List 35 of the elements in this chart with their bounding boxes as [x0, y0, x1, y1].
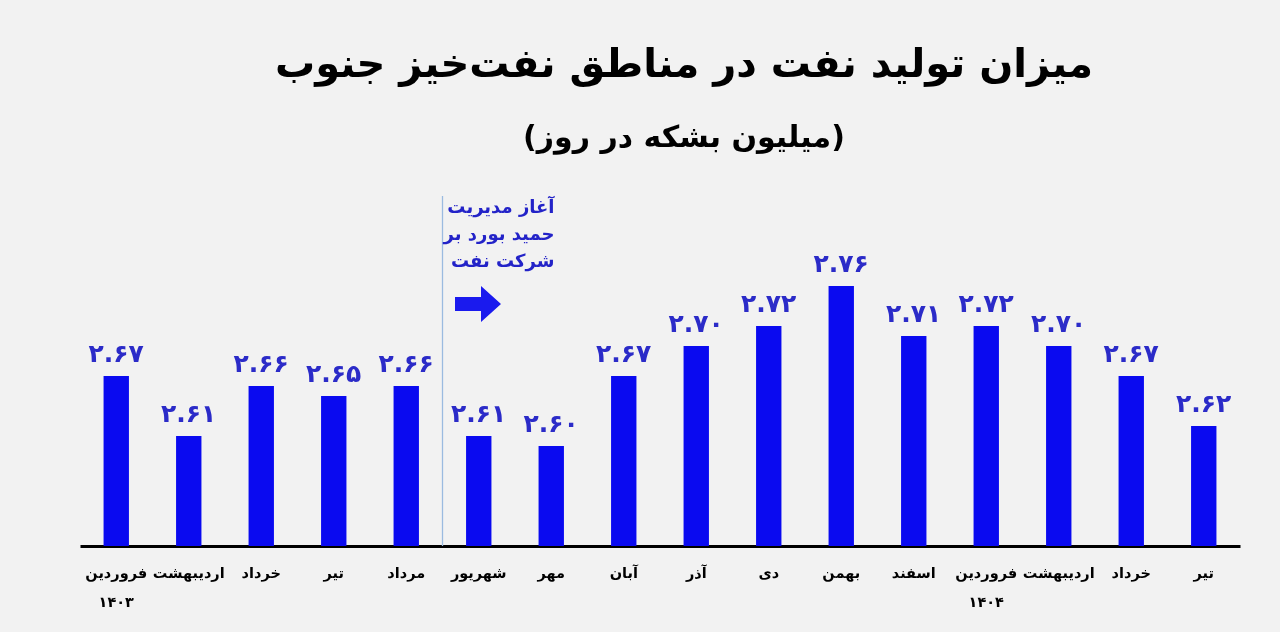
x-tick-label: آبان — [609, 563, 639, 581]
x-tick-label: شهریور — [449, 564, 507, 582]
data-label: ۲.۷۲ — [958, 289, 1014, 318]
data-label: ۲.۶۷ — [1103, 339, 1159, 368]
data-label: ۲.۶۱ — [451, 399, 507, 428]
x-tick-label: اردیبهشت — [1022, 564, 1095, 582]
x-tick-label: فروردین ۱۴۰۳ — [85, 564, 148, 610]
x-tick-label: دی — [758, 564, 780, 581]
data-label: ۲.۶۱ — [161, 399, 217, 428]
x-tick-label: اسفند — [891, 564, 936, 581]
data-label: ۲.۶۶ — [233, 349, 289, 378]
ref-line-label: آغاز مدیریت حمید بورد بر شرکت نفت — [442, 195, 556, 272]
chart-title: میزان تولید نفت در مناطق نفت‌خیز جنوب — [274, 40, 1094, 88]
x-tick-label: تیر — [1192, 564, 1214, 582]
data-label: ۲.۷۰ — [668, 309, 724, 338]
data-label: ۲.۶۶ — [378, 349, 434, 378]
data-label: ۲.۷۶ — [813, 249, 869, 278]
data-label: ۲.۶۲ — [1176, 389, 1232, 418]
x-tick-label: مهر — [536, 564, 566, 582]
data-label: ۲.۶۷ — [596, 339, 652, 368]
data-label: ۲.۶۵ — [306, 359, 362, 388]
data-label: ۲.۷۱ — [886, 299, 942, 328]
chart-subtitle: (میلیون بشکه در روز) — [523, 119, 845, 156]
x-tick-label: فروردین ۱۴۰۴ — [955, 564, 1018, 610]
x-tick-label: خرداد — [1111, 564, 1151, 582]
x-tick-label: خرداد — [241, 564, 281, 582]
data-label: ۲.۷۰ — [1031, 309, 1087, 338]
data-label: ۲.۷۲ — [741, 289, 797, 318]
x-tick-label: بهمن — [822, 564, 861, 582]
x-tick-label: مرداد — [387, 564, 426, 582]
data-label: ۲.۶۷ — [88, 339, 144, 368]
x-tick-label: اردیبهشت — [152, 564, 225, 582]
x-tick-label: آذر — [684, 563, 708, 582]
data-label: ۲.۶۰ — [523, 409, 579, 438]
x-tick-label: تیر — [322, 564, 344, 582]
